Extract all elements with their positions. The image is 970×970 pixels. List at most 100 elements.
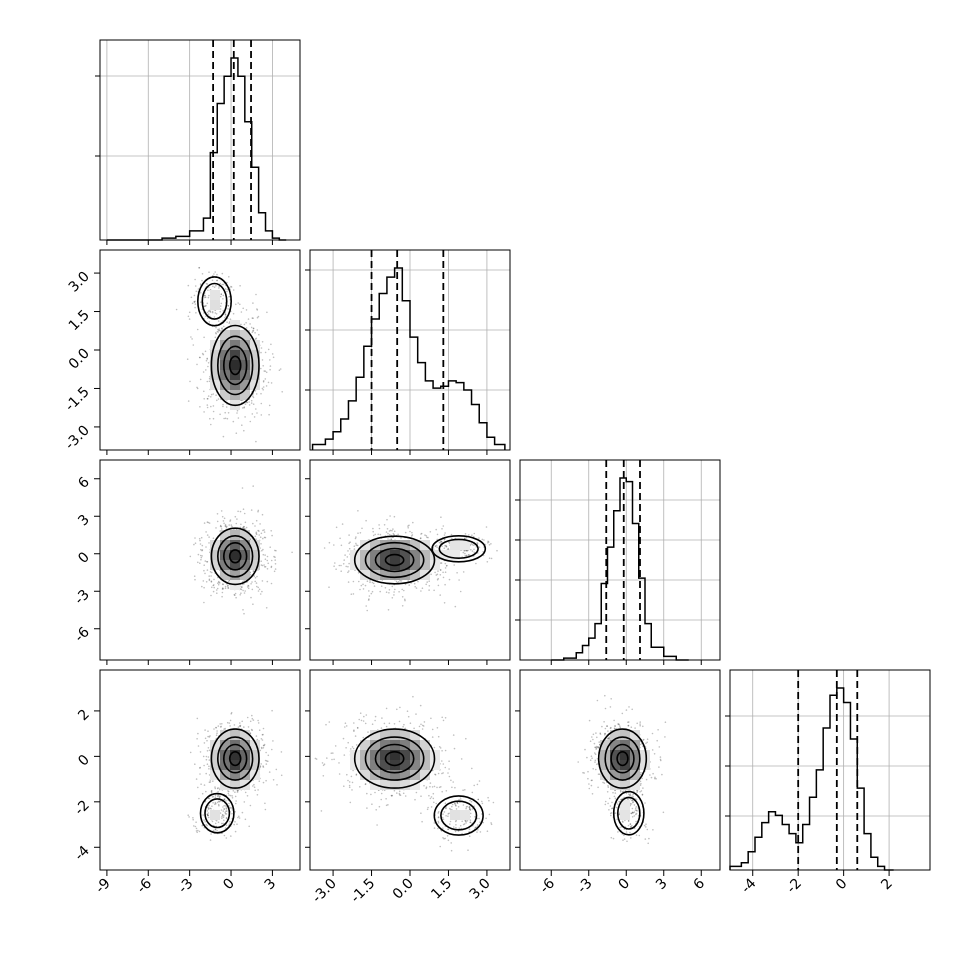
scatter-point <box>203 586 205 589</box>
scatter-point <box>203 522 206 524</box>
scatter-point <box>441 772 443 775</box>
scatter-point <box>272 356 275 359</box>
scatter-point <box>340 570 343 572</box>
scatter-point <box>471 550 474 552</box>
scatter-point <box>488 557 491 559</box>
scatter-point <box>218 287 220 289</box>
scatter-point <box>208 542 210 544</box>
scatter-point <box>221 283 223 286</box>
scatter-point <box>594 746 597 749</box>
scatter-point <box>439 574 442 576</box>
scatter-point <box>613 795 616 798</box>
scatter-point <box>198 267 200 269</box>
scatter-point <box>441 790 444 793</box>
scatter-point <box>233 724 236 726</box>
scatter-point <box>262 548 264 551</box>
density-cell <box>250 360 260 370</box>
contour-line <box>223 345 248 386</box>
scatter-point <box>224 288 227 290</box>
scatter-point <box>220 822 223 825</box>
scatter-point <box>644 838 647 840</box>
scatter-point <box>473 548 475 551</box>
scatter-point <box>437 812 440 814</box>
scatter-point <box>371 590 374 593</box>
scatter-point <box>268 404 271 407</box>
scatter-point <box>618 723 620 726</box>
scatter-point <box>419 704 422 707</box>
scatter-point <box>196 328 199 331</box>
scatter-point <box>380 727 383 729</box>
scatter-point <box>199 539 201 542</box>
scatter-point <box>380 585 383 587</box>
scatter-point <box>269 546 272 548</box>
scatter-point <box>380 792 383 795</box>
scatter-point <box>216 787 219 790</box>
contour-line <box>440 800 478 831</box>
scatter-point <box>450 779 452 782</box>
scatter-point <box>281 391 284 393</box>
scatter-point <box>444 538 446 540</box>
scatter-point <box>449 808 452 811</box>
scatter-point <box>487 796 489 799</box>
scatter-point <box>252 327 255 330</box>
scatter-point <box>207 812 210 814</box>
scatter-point <box>226 721 229 724</box>
scatter-point <box>460 758 463 760</box>
scatter-point <box>454 786 456 789</box>
scatter-point <box>256 309 259 311</box>
scatter-point <box>251 331 254 334</box>
scatter-point <box>214 786 216 788</box>
scatter-point <box>454 605 457 608</box>
scatter-point <box>425 535 428 537</box>
scatter-point <box>260 402 263 405</box>
scatter-point <box>237 510 239 513</box>
scatter-point <box>344 554 346 556</box>
scatter-point <box>430 806 433 808</box>
scatter-point <box>471 808 474 810</box>
scatter-point <box>223 728 225 730</box>
scatter-point <box>403 723 405 726</box>
scatter-point <box>254 580 256 583</box>
density-cell <box>450 540 460 550</box>
scatter-point <box>267 381 270 384</box>
scatter-point <box>387 532 389 535</box>
scatter-point <box>442 837 444 839</box>
scatter-point <box>242 580 244 583</box>
scatter-point <box>461 820 464 823</box>
scatter-point <box>262 744 265 747</box>
scatter-point <box>481 538 484 541</box>
scatter-point <box>255 532 257 535</box>
scatter-point <box>250 583 252 585</box>
scatter-point <box>443 811 446 813</box>
scatter-point <box>250 402 253 404</box>
density-cell <box>250 550 260 560</box>
scatter-point <box>434 773 436 776</box>
scatter-point <box>469 808 472 811</box>
scatter-point <box>224 812 227 815</box>
contour-line <box>433 795 484 836</box>
scatter-point <box>203 601 205 604</box>
scatter-point <box>452 781 455 783</box>
scatter-point <box>196 717 199 720</box>
density-cell <box>420 760 430 770</box>
scatter-point <box>490 822 492 824</box>
scatter-point <box>657 729 659 731</box>
scatter-point <box>240 311 243 313</box>
scatter-point <box>230 285 232 288</box>
scatter-point <box>251 717 254 720</box>
scatter-point <box>208 749 211 752</box>
scatter-point <box>425 786 428 788</box>
scatter-point <box>271 748 273 751</box>
scatter-point <box>227 792 230 795</box>
scatter-point <box>490 823 493 826</box>
scatter-point <box>420 723 422 726</box>
scatter-point <box>186 358 189 361</box>
scatter-point <box>204 305 207 308</box>
scatter-point <box>447 828 450 831</box>
scatter-point <box>437 816 440 819</box>
scatter-point <box>216 592 218 594</box>
scatter-point <box>198 830 201 833</box>
density-cell <box>370 740 380 750</box>
scatter-point <box>207 317 209 320</box>
scatter-point <box>241 487 244 489</box>
